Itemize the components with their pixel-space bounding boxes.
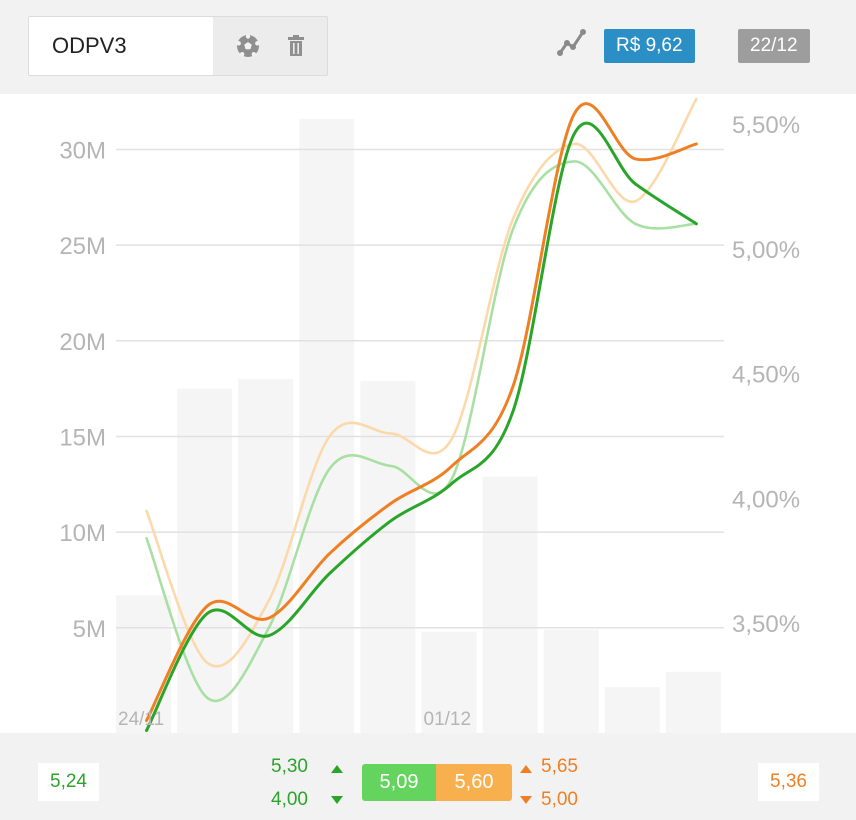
volume-bar [665, 671, 721, 733]
chart: 5M 10M 15M 20M 25M 30M 3,50% 4,00% 4,50% 5,00% 5,5… [59, 97, 800, 733]
volume-bar [299, 118, 355, 733]
arrow-down-icon [331, 796, 343, 804]
left-axis-tick: 5M [73, 616, 106, 643]
date-badge[interactable]: 22/12 [738, 29, 810, 63]
right-axis-tick: 4,00% [732, 486, 800, 513]
left-axis-tick: 20M [59, 329, 106, 356]
ticker-input[interactable] [29, 17, 213, 75]
volume-bar [604, 687, 660, 733]
left-axis-tick: 10M [59, 520, 106, 547]
arrow-down-icon [520, 796, 532, 804]
right-axis-tick: 5,50% [732, 112, 800, 139]
arrow-up-icon [520, 765, 532, 773]
right-axis-tick: 4,50% [732, 362, 800, 389]
reference-line [145, 160, 698, 702]
arrow-up-icon [331, 765, 343, 773]
orange-high-value: 5,65 [541, 756, 578, 777]
x-axis-label: 01/12 [424, 709, 472, 730]
summary-bar: 5,24 5,30 4,00 5,09 5,60 5,65 5,00 5,36 [0, 733, 856, 820]
left-axis-tick: 25M [59, 233, 106, 260]
right-value: 5,36 [758, 763, 819, 801]
volume-bar [177, 388, 233, 733]
volume-bar [421, 631, 477, 733]
green-current-value: 5,09 [362, 764, 436, 801]
price-line [145, 102, 698, 723]
line-chart-icon[interactable] [556, 26, 590, 60]
orange-current-value: 5,60 [436, 764, 512, 801]
green-high-value: 5,30 [271, 756, 308, 777]
x-axis-label: 24/11 [118, 709, 164, 730]
volume-bar [482, 476, 538, 733]
toolbar: R$ 9,62 22/12 [0, 0, 856, 94]
volume-bar [238, 379, 294, 733]
right-axis-tick: 3,50% [732, 611, 800, 638]
left-axis-tick: 15M [59, 424, 106, 451]
trash-icon[interactable] [281, 31, 311, 61]
volume-bar [116, 595, 171, 733]
orange-low-value: 5,00 [541, 789, 578, 810]
left-value: 5,24 [38, 763, 99, 801]
reference-line [145, 97, 698, 668]
price-badge[interactable]: R$ 9,62 [604, 29, 695, 63]
soccer-ball-icon[interactable] [233, 31, 263, 61]
ticker-box [28, 16, 328, 76]
price-line [145, 121, 698, 733]
volume-bar [543, 629, 599, 733]
right-axis-tick: 5,00% [732, 237, 800, 264]
left-axis-tick: 30M [59, 137, 106, 164]
green-low-value: 4,00 [271, 789, 308, 810]
